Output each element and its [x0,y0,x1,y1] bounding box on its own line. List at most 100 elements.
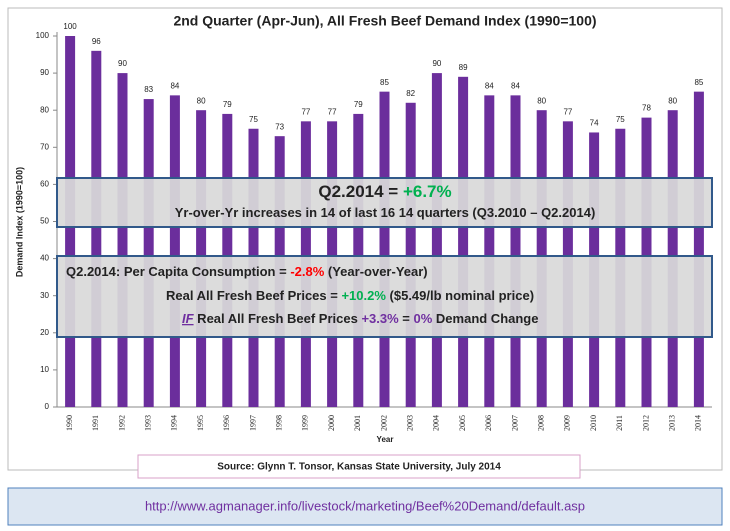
url: http://www.agmanager.info/livestock/mark… [145,498,585,513]
text-segment: 0% [414,311,433,326]
y-tick-label: 100 [36,31,50,40]
value-label: 74 [590,119,599,128]
value-label: 90 [432,59,441,68]
chart-frame [7,7,723,471]
text-segment: +3.3% [361,311,399,326]
value-label: 78 [642,104,651,113]
value-label: 77 [328,107,337,116]
details-box [56,255,713,338]
text-segment: Demand Change [432,311,538,326]
value-label: 90 [118,59,127,68]
headline-line: Yr-over-Yr increases in 14 of last 16 14… [175,205,596,220]
y-tick-label: 20 [40,328,49,337]
value-label: 77 [301,107,310,116]
x-tick-label: 2011 [615,415,624,431]
value-label: 82 [406,89,415,98]
value-label: 77 [563,107,572,116]
value-label: 89 [459,63,468,72]
x-tick-label: 1997 [248,415,257,431]
value-label: 84 [170,81,179,90]
value-label: 75 [249,115,258,124]
bar [431,73,442,407]
url-box [7,487,723,526]
value-label: 80 [668,96,677,105]
y-tick-label: 90 [40,68,49,77]
x-tick-label: 1995 [196,415,205,431]
x-tick-label: 2014 [694,415,703,431]
text-segment: +10.2% [341,288,386,303]
text-segment: +6.7% [403,182,452,201]
x-tick-label: 2006 [484,415,493,431]
text-segment: = [399,311,414,326]
x-tick-label: 1992 [117,415,126,431]
bar [510,95,521,408]
x-axis-label: Year [377,435,394,444]
value-label: 79 [354,100,363,109]
x-tick-label: 2008 [537,415,546,431]
bar [458,76,469,407]
value-label: 79 [223,100,232,109]
y-tick-label: 60 [40,180,49,189]
x-tick-label: 2000 [327,415,336,431]
x-tick-label: 1991 [91,415,100,431]
x-tick-label: 1998 [275,415,284,431]
y-axis-label: Demand Index (1990=100) [14,167,24,277]
headline-line: Q2.2014 = +6.7% [318,182,451,201]
value-label: 75 [616,115,625,124]
value-label: 80 [537,96,546,105]
x-tick-label: 1990 [65,415,74,431]
y-tick-label: 70 [40,142,49,151]
text-segment: IF [182,311,195,326]
text-segment: Q2.2014: Per Capita Consumption = [66,264,290,279]
bar [693,91,704,408]
y-tick-label: 30 [40,291,49,300]
source: Source: Glynn T. Tonsor, Kansas State Un… [217,462,501,473]
value-label: 84 [485,81,494,90]
x-tick-label: 2007 [510,415,519,431]
text-segment: Q2.2014 = [318,182,403,201]
value-label: 85 [380,78,389,87]
x-tick-label: 2005 [458,415,467,431]
x-tick-label: 2012 [641,415,650,431]
y-tick-label: 80 [40,105,49,114]
text-segment: Real All Fresh Beef Prices = [166,288,341,303]
y-tick-label: 0 [45,402,50,411]
text-segment: Yr-over-Yr increases in 14 of last 16 14… [175,205,596,220]
source-box [137,454,581,479]
value-label: 96 [92,37,101,46]
text-segment: ($5.49/lb nominal price) [386,288,534,303]
text-segment: (Year-over-Year) [324,264,427,279]
value-label: 85 [694,78,703,87]
bar [91,50,102,408]
value-label: 83 [144,85,153,94]
details-line: Q2.2014: Per Capita Consumption = -2.8% … [66,264,428,279]
bar [379,91,390,408]
y-tick-label: 50 [40,217,49,226]
bar [169,95,180,408]
headline-box [56,177,713,228]
value-label: 84 [511,81,520,90]
x-tick-label: 2009 [563,415,572,431]
value-label: 80 [197,96,206,105]
x-tick-label: 2013 [668,415,677,431]
value-label: 100 [63,22,77,31]
bar [117,73,128,407]
bar [143,99,154,407]
x-tick-label: 1999 [301,415,310,431]
x-tick-label: 2004 [432,415,441,431]
x-tick-label: 2002 [379,415,388,431]
value-label: 73 [275,122,284,131]
chart-title: 2nd Quarter (Apr-Jun), All Fresh Beef De… [173,13,596,29]
x-tick-label: 1996 [222,415,231,431]
x-tick-label: 1993 [144,415,153,431]
details-line: IF Real All Fresh Beef Prices +3.3% = 0%… [182,311,538,326]
text-segment: Real All Fresh Beef Prices [194,311,362,326]
x-tick-label: 2010 [589,415,598,431]
x-tick-label: 2001 [353,415,362,431]
bar [405,102,416,407]
y-tick-label: 10 [40,365,49,374]
bar [484,95,495,408]
y-tick-label: 40 [40,254,49,263]
x-tick-label: 1994 [170,415,179,431]
